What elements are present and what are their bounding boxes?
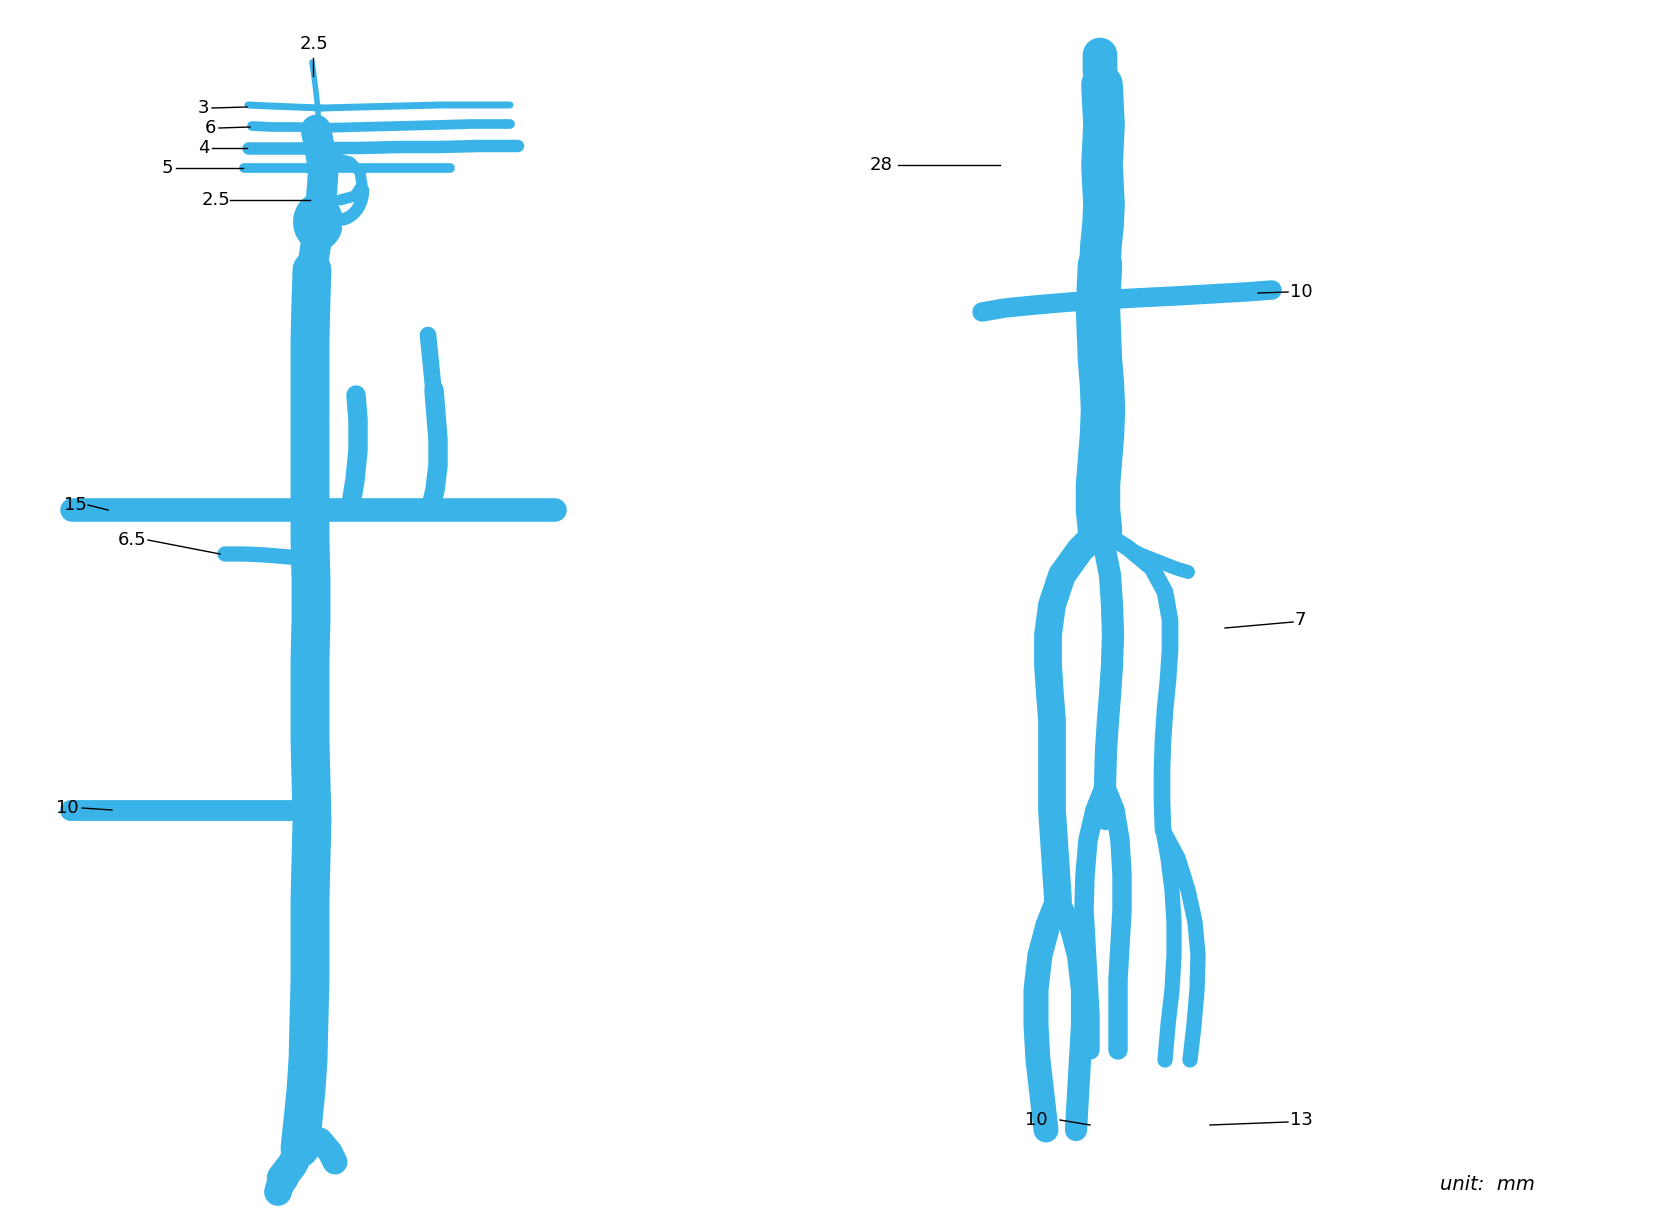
Text: 10: 10	[1290, 283, 1313, 301]
Text: 28: 28	[870, 156, 894, 173]
Text: 13: 13	[1290, 1111, 1313, 1129]
Text: 6.5: 6.5	[118, 531, 146, 549]
Text: 2.5: 2.5	[201, 191, 231, 209]
Text: 2.5: 2.5	[300, 34, 329, 53]
Text: 5: 5	[161, 159, 173, 177]
Text: 3: 3	[198, 98, 210, 117]
Text: 10: 10	[1025, 1111, 1048, 1129]
Text: 10: 10	[57, 800, 78, 817]
Text: 4: 4	[198, 139, 210, 157]
Text: 7: 7	[1295, 611, 1306, 629]
Text: 15: 15	[63, 496, 87, 514]
Text: unit:  mm: unit: mm	[1439, 1176, 1534, 1194]
Text: 6: 6	[205, 119, 216, 137]
